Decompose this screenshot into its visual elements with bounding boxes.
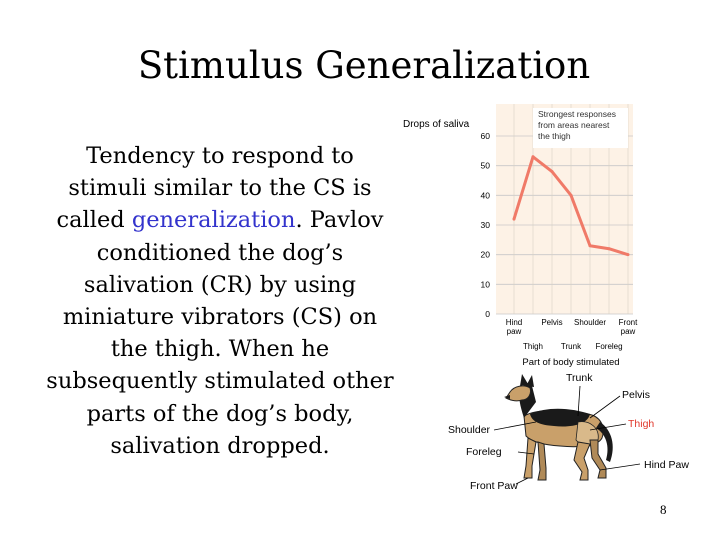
slide-title: Stimulus Generalization (137, 44, 591, 87)
annotation-line-2: from areas nearest (538, 120, 610, 130)
label-pelvis: Pelvis (622, 389, 650, 401)
x-tick-label: Foreleg (595, 342, 622, 351)
data-point (550, 170, 554, 174)
saliva-chart-svg: 0 10 20 30 40 50 60 Drops of saliva Strongest … (403, 104, 638, 368)
x-tick-label: paw (507, 327, 522, 336)
dog-diagram: Trunk Pelvis Thigh Shoulder Foreleg Hind… (440, 366, 700, 496)
x-tick-label: Front (619, 318, 638, 327)
leader-lines (493, 385, 641, 485)
page-number: 8 (660, 502, 667, 517)
label-thigh: Thigh (628, 418, 654, 430)
y-tick-label: 40 (481, 190, 491, 200)
x-tick-label: Pelvis (541, 318, 562, 327)
saliva-chart: 0 10 20 30 40 50 60 Drops of saliva Strongest … (396, 100, 658, 370)
y-tick-labels: 0 10 20 30 40 50 60 (481, 131, 491, 319)
data-point (531, 155, 535, 159)
body-text-part2: . Pavlov conditioned the dog’s salivatio… (46, 207, 394, 459)
label-shoulder: Shoulder (448, 424, 491, 436)
data-point (569, 193, 573, 197)
data-points (512, 155, 630, 257)
annotation-box (533, 108, 628, 148)
data-point (626, 253, 630, 257)
y-tick-label: 50 (481, 161, 491, 171)
annotation-line-1: Strongest responses (538, 109, 616, 119)
x-tick-label: Hind (506, 318, 522, 327)
label-trunk: Trunk (566, 372, 593, 384)
annotation-text: Strongest responses from areas nearest t… (538, 109, 618, 141)
label-foreleg: Foreleg (466, 446, 502, 458)
x-tick-label: paw (621, 327, 636, 336)
data-point (607, 247, 611, 251)
highlight-term: generalization (131, 207, 296, 234)
diagram-labels: Trunk Pelvis Thigh Shoulder Foreleg Hind… (448, 372, 689, 492)
data-point (512, 217, 516, 221)
label-front-paw: Front Paw (470, 480, 518, 492)
x-tick-label: Shoulder (574, 318, 606, 327)
y-axis-label: Drops of saliva (403, 119, 470, 130)
x-axis-label: Part of body stimulated (522, 357, 619, 368)
annotation-line-3: the thigh (538, 131, 571, 141)
body-text-part1: Tendency to respond to stimuli similar t… (56, 143, 372, 234)
y-tick-label: 20 (481, 250, 491, 260)
y-tick-label: 0 (485, 309, 490, 319)
y-tick-label: 60 (481, 131, 491, 141)
label-hind-paw: Hind Paw (644, 459, 689, 471)
data-point (588, 244, 592, 248)
y-tick-label: 10 (481, 279, 491, 289)
y-tick-label: 30 (481, 220, 491, 230)
dog-illustration (504, 374, 613, 481)
x-tick-label: Trunk (561, 342, 582, 351)
x-tick-label: Thigh (523, 342, 543, 351)
grid-lines (496, 104, 633, 315)
dog-diagram-svg: Trunk Pelvis Thigh Shoulder Foreleg Hind… (448, 372, 689, 492)
body-text: Tendency to respond to stimuli similar t… (44, 140, 396, 462)
